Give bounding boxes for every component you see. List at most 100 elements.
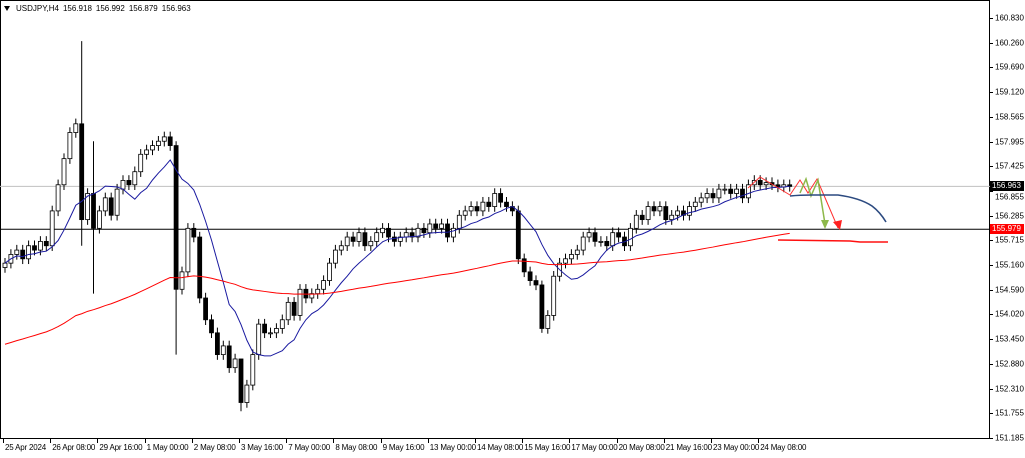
price-tick-label: 155.160: [995, 260, 1024, 270]
bull-candle: [185, 227, 191, 273]
time-tick-label: 2 May 08:00: [193, 443, 236, 452]
time-tick: [191, 438, 193, 443]
bull-candle: [67, 132, 73, 160]
bull-candle: [722, 188, 728, 191]
bear-candle: [498, 193, 504, 203]
time-tick: [522, 438, 524, 443]
bull-candle: [220, 345, 226, 356]
bull-candle: [574, 249, 580, 255]
price-tick-label: 151.755: [995, 408, 1024, 418]
projected-slow-ma[interactable]: [777, 239, 888, 243]
bear-candle: [173, 145, 179, 290]
bull-candle: [551, 275, 557, 316]
bull-candle: [403, 232, 409, 238]
bull-candle: [563, 258, 568, 264]
bull-candle: [256, 323, 262, 356]
bull-candle: [268, 332, 273, 335]
slow-moving-average: [4, 232, 790, 345]
price-tick-label: 157.995: [995, 137, 1024, 147]
time-tick: [616, 438, 618, 443]
time-tick: [144, 438, 146, 443]
bull-candle: [368, 240, 374, 247]
time-tick: [427, 438, 429, 443]
bull-candle: [279, 319, 285, 329]
bull-candle: [26, 245, 32, 260]
bull-candle: [273, 328, 279, 334]
price-tick-label: 154.590: [995, 285, 1024, 295]
bull-candle: [580, 236, 586, 251]
fast-moving-average: [4, 159, 790, 357]
bull-candle: [698, 197, 704, 203]
bull-candle: [692, 201, 698, 207]
time-tick: [758, 438, 760, 443]
price-tick-label: 155.715: [995, 235, 1024, 245]
close-value: 156.963: [161, 4, 191, 13]
low-value: 156.879: [128, 4, 158, 13]
bull-candle: [138, 153, 144, 173]
bear-candle: [421, 227, 427, 234]
bull-candle: [645, 206, 651, 221]
bear-candle: [203, 297, 209, 321]
price-tick-label: 156.855: [995, 192, 1024, 202]
level-price-label: 155.979: [990, 224, 1024, 235]
price-tick-label: 160.830: [995, 13, 1024, 23]
bear-candle: [486, 201, 492, 207]
time-tick: [50, 438, 52, 443]
bull-candle: [545, 315, 551, 329]
bear-candle: [663, 206, 669, 221]
projected-ma-curve[interactable]: [789, 194, 887, 223]
bull-candle: [161, 136, 167, 142]
chart-header: USDJPY,H4 156.918 156.992 156.879 156.96…: [4, 4, 191, 13]
bull-candle: [2, 262, 8, 268]
bull-candle: [468, 206, 474, 212]
bear-candle: [651, 206, 657, 212]
price-tick: [989, 265, 993, 267]
price-tick: [989, 42, 993, 44]
price-tick-label: 156.285: [995, 211, 1024, 221]
bear-candle: [504, 201, 509, 207]
bull-candle: [38, 240, 43, 251]
price-tick: [989, 339, 993, 341]
time-tick-label: 25 Apr 2024: [5, 443, 46, 452]
red-zigzag-projection[interactable]: [747, 176, 839, 229]
bear-candle: [108, 197, 114, 216]
price-tick: [989, 363, 993, 365]
user-drawings[interactable]: [747, 176, 888, 243]
price-tick: [989, 92, 993, 94]
time-tick: [239, 438, 240, 443]
bull-candle: [374, 232, 380, 242]
price-tick: [989, 314, 993, 316]
time-tick-label: 20 May 08:00: [618, 443, 665, 452]
bear-candle: [386, 227, 391, 238]
bull-candle: [338, 245, 344, 251]
bull-candle: [85, 193, 90, 221]
bull-candle: [327, 262, 332, 281]
time-tick-label: 15 May 16:00: [524, 443, 571, 452]
time-tick: [3, 438, 4, 443]
bull-candle: [704, 193, 710, 199]
bull-candle: [179, 271, 185, 290]
bull-candle: [120, 180, 126, 190]
bear-candle: [728, 188, 734, 194]
bull-candle: [716, 188, 722, 199]
bull-candle: [155, 140, 161, 146]
bull-candle: [102, 197, 108, 212]
bear-candle: [740, 188, 745, 199]
time-tick-label: 17 May 00:00: [571, 443, 618, 452]
price-tick-label: 154.020: [995, 309, 1024, 319]
price-tick-label: 152.310: [995, 384, 1024, 394]
bull-candle: [669, 214, 675, 221]
dropdown-triangle-icon[interactable]: [4, 6, 10, 11]
time-tick-label: 21 May 16:00: [665, 443, 712, 452]
bear-candle: [191, 227, 197, 238]
bear-candle: [362, 232, 368, 247]
price-tick-label: 157.425: [995, 161, 1024, 171]
bear-candle: [521, 258, 527, 273]
bull-candle: [356, 232, 362, 242]
bull-candle: [14, 249, 20, 255]
bull-candle: [657, 206, 663, 212]
bull-candle: [480, 201, 486, 212]
bear-candle: [515, 210, 521, 260]
